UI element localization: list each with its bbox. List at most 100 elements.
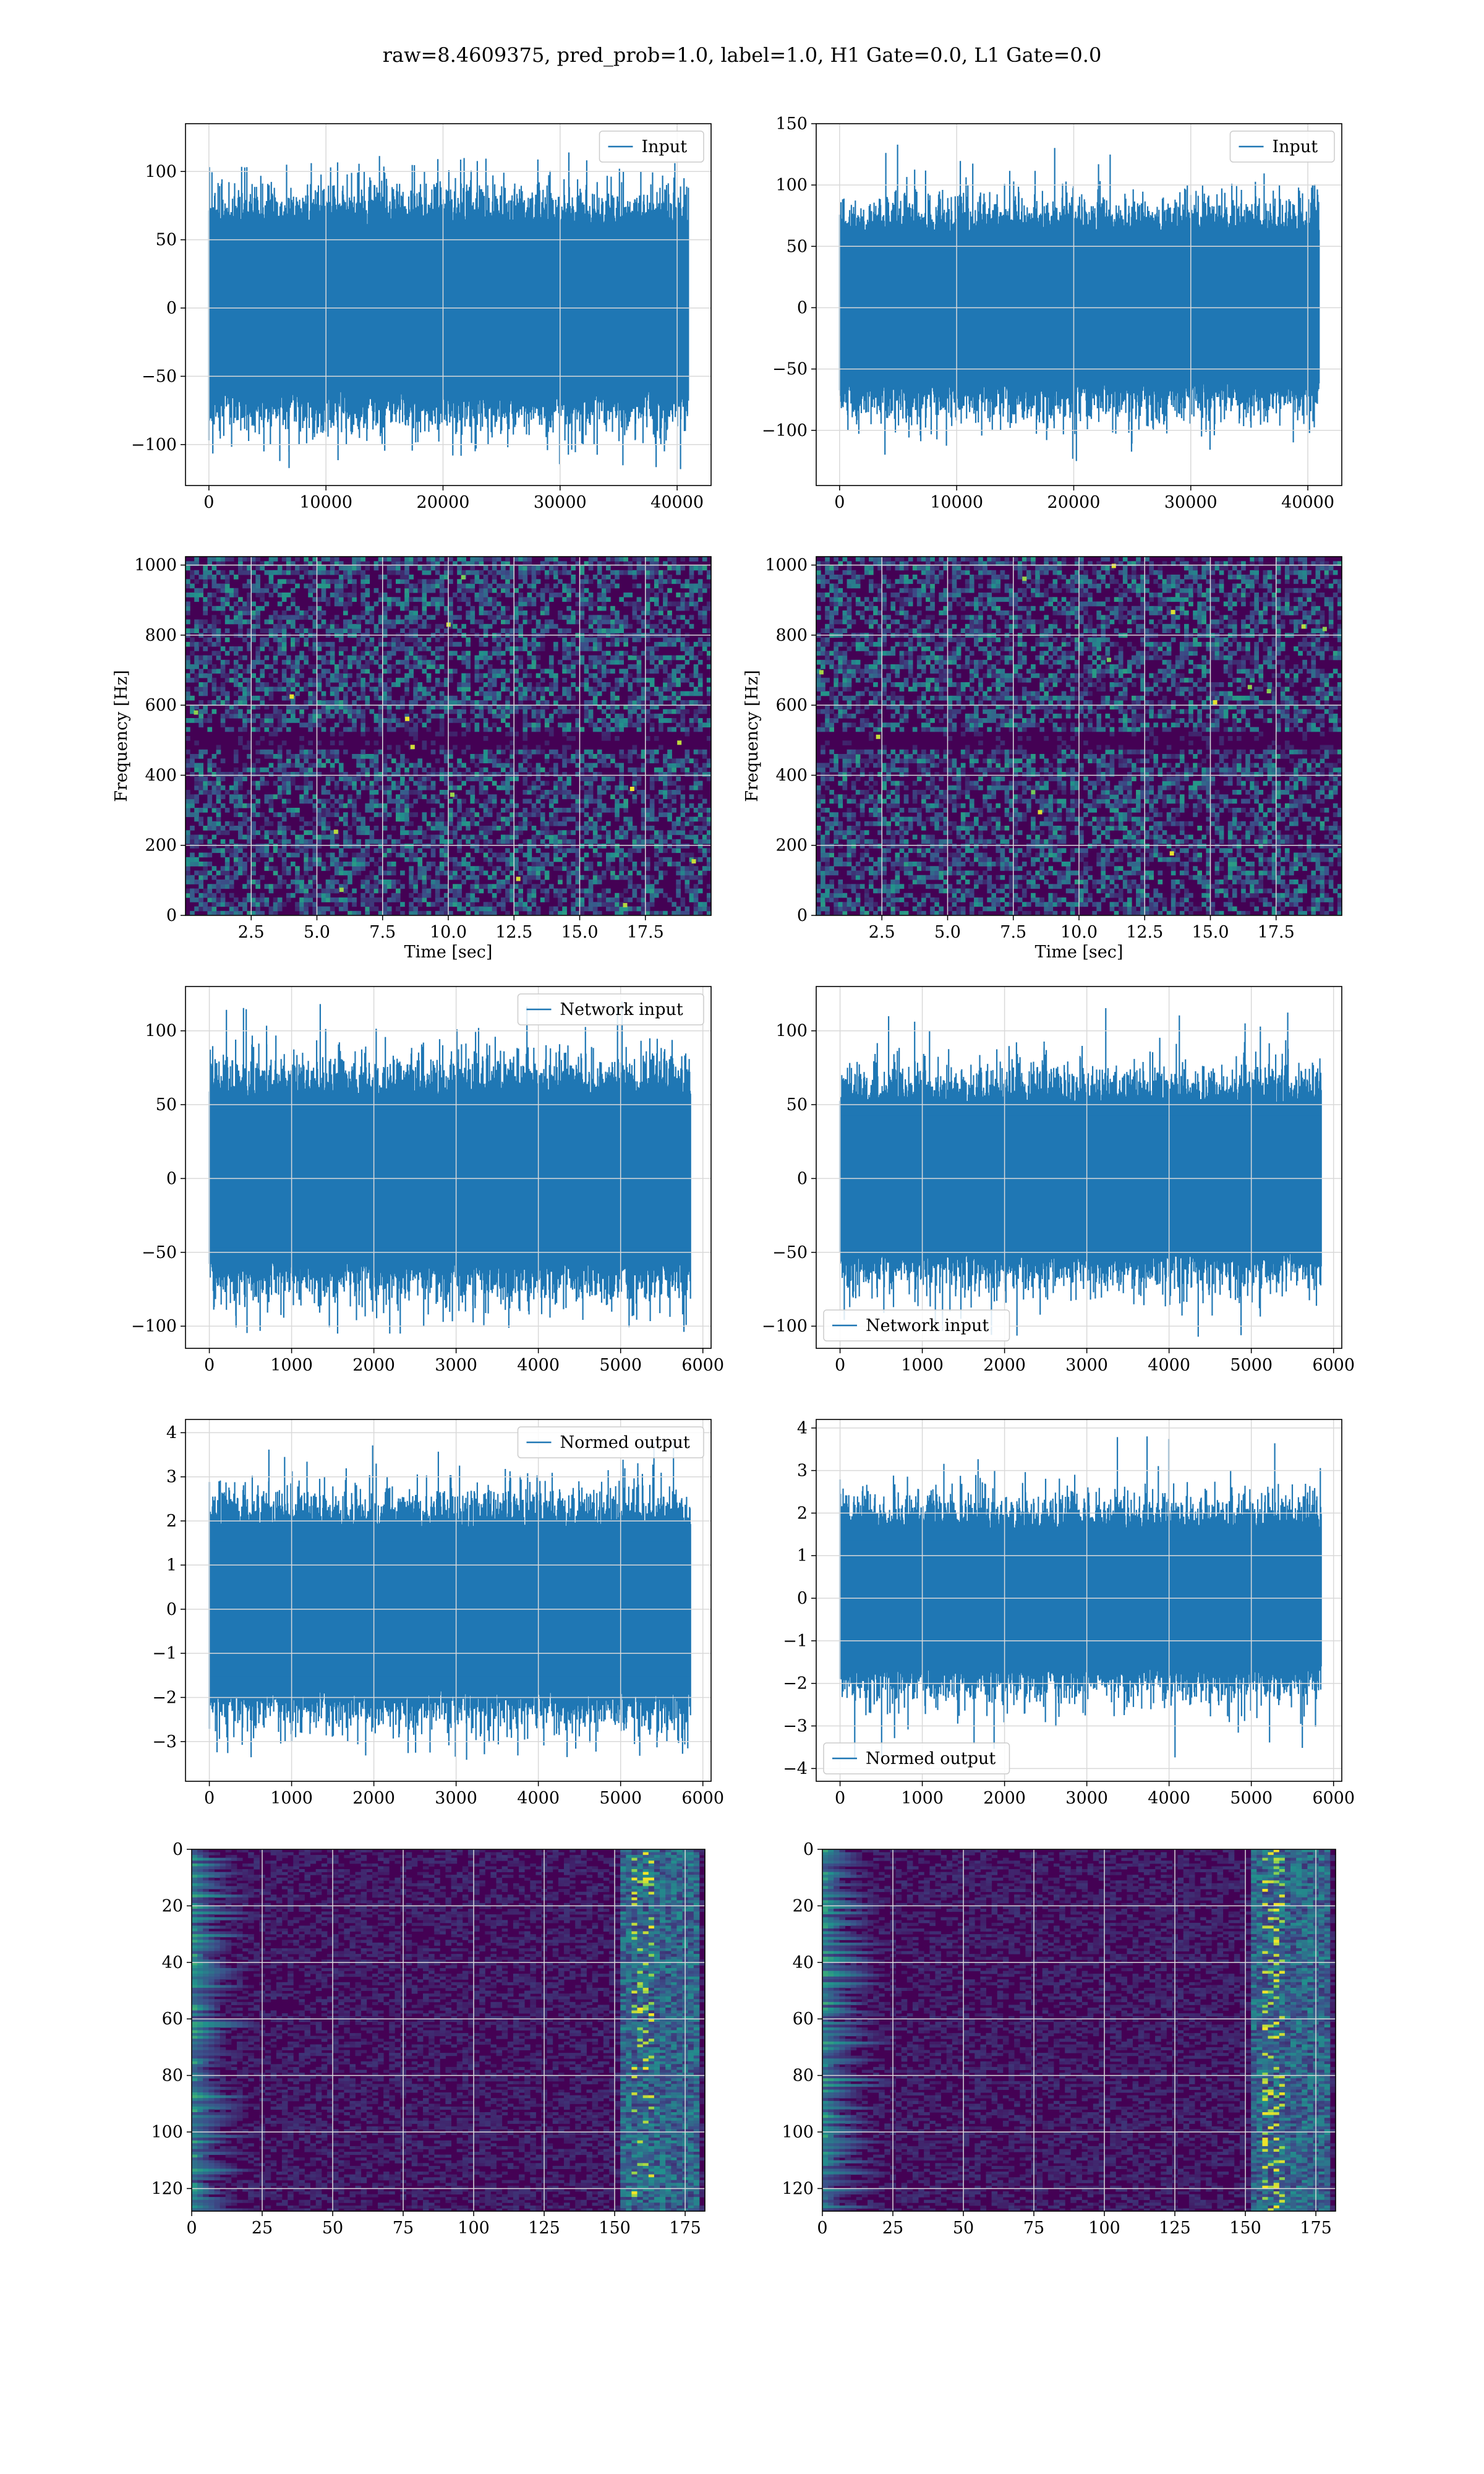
y-tick-label: 60 [793,2010,814,2029]
x-tick-label: 2.5 [238,923,265,942]
legend: Network input [517,993,704,1025]
x-tick-label: 15.0 [561,923,598,942]
y-tick-label: 80 [793,2066,814,2086]
subplot-spectrogram-h1: 2.5 5.0 7.5 10.0 12.5 15.0 17.5 0 200 400 600 800 10… [112,556,712,962]
x-tick-label: 6000 [681,1789,724,1808]
legend-box [823,1309,1010,1342]
y-tick-label: 2 [166,1512,177,1531]
y-tick-label: 100 [775,1022,808,1041]
legend: Normed output [517,1426,704,1458]
y-tick-label: 0 [166,299,177,318]
x-tick-label: 40000 [650,493,704,512]
y-tick-label: 0 [166,1169,177,1188]
y-tick-label: 60 [162,2010,183,2029]
axes-frame [816,123,1342,486]
y-tick-label: 600 [145,696,177,715]
y-tick-label: 50 [787,1095,808,1115]
ticks: 0 25 50 75 100 125 150 175 0 20 40 60 80 100 120 [151,1840,701,2238]
ticks: 0 1000 2000 3000 4000 5000 6000 −100 −50 0 50 100 [131,1022,724,1375]
y-tick-label: 100 [145,162,177,181]
x-tick-label: 5000 [599,1789,642,1808]
plot-area [192,1849,705,2211]
x-tick-label: 17.5 [1258,923,1295,942]
grid [186,124,711,486]
x-tick-label: 175 [1300,2219,1332,2238]
y-tick-label: 1000 [765,556,808,575]
x-tick-label: 1000 [270,1356,313,1375]
x-axis-label: Time [sec] [1035,943,1124,962]
x-tick-label: 0 [203,493,214,512]
x-tick-label: 2000 [983,1356,1026,1375]
ticks: 0 1000 2000 3000 4000 5000 6000 −100 −50 0 50 100 [762,1022,1355,1375]
subplot-spectrogram-l1: 2.5 5.0 7.5 10.0 12.5 15.0 17.5 0 200 400 600 800 10… [743,556,1342,962]
y-tick-label: −50 [142,1243,177,1262]
legend-label: Normed output [560,1433,690,1452]
ticks: 0 10000 20000 30000 40000 −100 −50 0 50 100 150 [762,114,1334,512]
y-tick-label: −50 [772,1243,808,1262]
y-tick-label: 200 [775,836,808,855]
y-tick-label: 40 [793,1953,814,1972]
grid [186,1419,711,1781]
subplot-feature-map-l1: 0 25 50 75 100 125 150 175 0 20 40 60 80 100 120 [782,1840,1336,2238]
x-tick-label: 5000 [1230,1356,1273,1375]
ticks: 0 1000 2000 3000 4000 5000 6000 −3 −2 −1 0 1 2 3 4 [152,1423,724,1808]
x-tick-label: 75 [1023,2219,1044,2238]
legend-label: Normed output [866,1749,996,1768]
y-tick-label: 0 [166,1600,177,1619]
y-tick-label: 100 [145,1022,177,1041]
x-tick-label: 6000 [681,1356,724,1375]
y-tick-label: 0 [803,1840,814,1859]
subplot-network-input-h1: 0 1000 2000 3000 4000 5000 6000 −100 −50 0 50 100 Ne… [131,986,724,1375]
x-tick-label: 1000 [901,1789,944,1808]
y-tick-label: 100 [775,176,808,195]
axes-frame [185,1419,712,1782]
y-axis-label: Frequency [Hz] [112,670,131,802]
y-tick-label: 40 [162,1953,183,1972]
x-tick-label: 12.5 [1126,923,1163,942]
subplot-input-h1: 0 10000 20000 30000 40000 −100 −50 0 50 100 Input [131,123,712,512]
legend: Normed output [823,1742,1010,1774]
y-tick-label: 1 [797,1546,808,1565]
y-tick-label: 600 [775,696,808,715]
ticks: 2.5 5.0 7.5 10.0 12.5 15.0 17.5 0 200 400 600 800 10… [765,556,1295,942]
y-tick-label: 150 [775,114,808,134]
figure-title: raw=8.4609375, pred_prob=1.0, label=1.0,… [383,43,1102,67]
subplot-network-input-l1: 0 1000 2000 3000 4000 5000 6000 −100 −50 0 50 100 Ne… [762,986,1355,1375]
y-tick-label: 800 [145,626,177,645]
x-tick-label: 6000 [1312,1789,1355,1808]
x-tick-label: 1000 [901,1356,944,1375]
x-tick-label: 75 [393,2219,414,2238]
y-tick-label: 4 [166,1423,177,1442]
y-tick-label: 400 [775,766,808,785]
legend-box [517,993,704,1025]
legend-label: Input [642,137,688,156]
x-tick-label: 5000 [1230,1789,1273,1808]
y-tick-label: 50 [787,237,808,256]
heatmap-cells [816,557,1342,915]
x-tick-label: 4000 [517,1356,560,1375]
y-tick-label: 400 [145,766,177,785]
legend: Input [1229,131,1335,163]
y-tick-label: −4 [783,1759,808,1778]
y-tick-label: −50 [772,360,808,379]
legend-label: Network input [866,1316,989,1335]
x-tick-label: 50 [322,2219,343,2238]
x-tick-label: 17.5 [627,923,664,942]
y-tick-label: 1000 [134,556,177,575]
x-tick-label: 3000 [1065,1789,1108,1808]
y-tick-label: 2 [797,1504,808,1523]
x-tick-label: 40000 [1281,493,1334,512]
x-tick-label: 30000 [1164,493,1217,512]
y-tick-label: 1 [166,1556,177,1575]
legend: Input [599,131,704,163]
y-tick-label: −100 [762,421,808,440]
y-tick-label: 800 [775,626,808,645]
x-tick-label: 2.5 [869,923,895,942]
y-tick-label: 200 [145,836,177,855]
legend-box [1229,131,1335,163]
subplot-input-l1: 0 10000 20000 30000 40000 −100 −50 0 50 100 150 Inp… [762,114,1342,512]
x-tick-label: 7.5 [1000,923,1026,942]
x-tick-label: 5.0 [934,923,961,942]
x-tick-label: 0 [817,2219,827,2238]
y-tick-label: 4 [797,1419,808,1438]
